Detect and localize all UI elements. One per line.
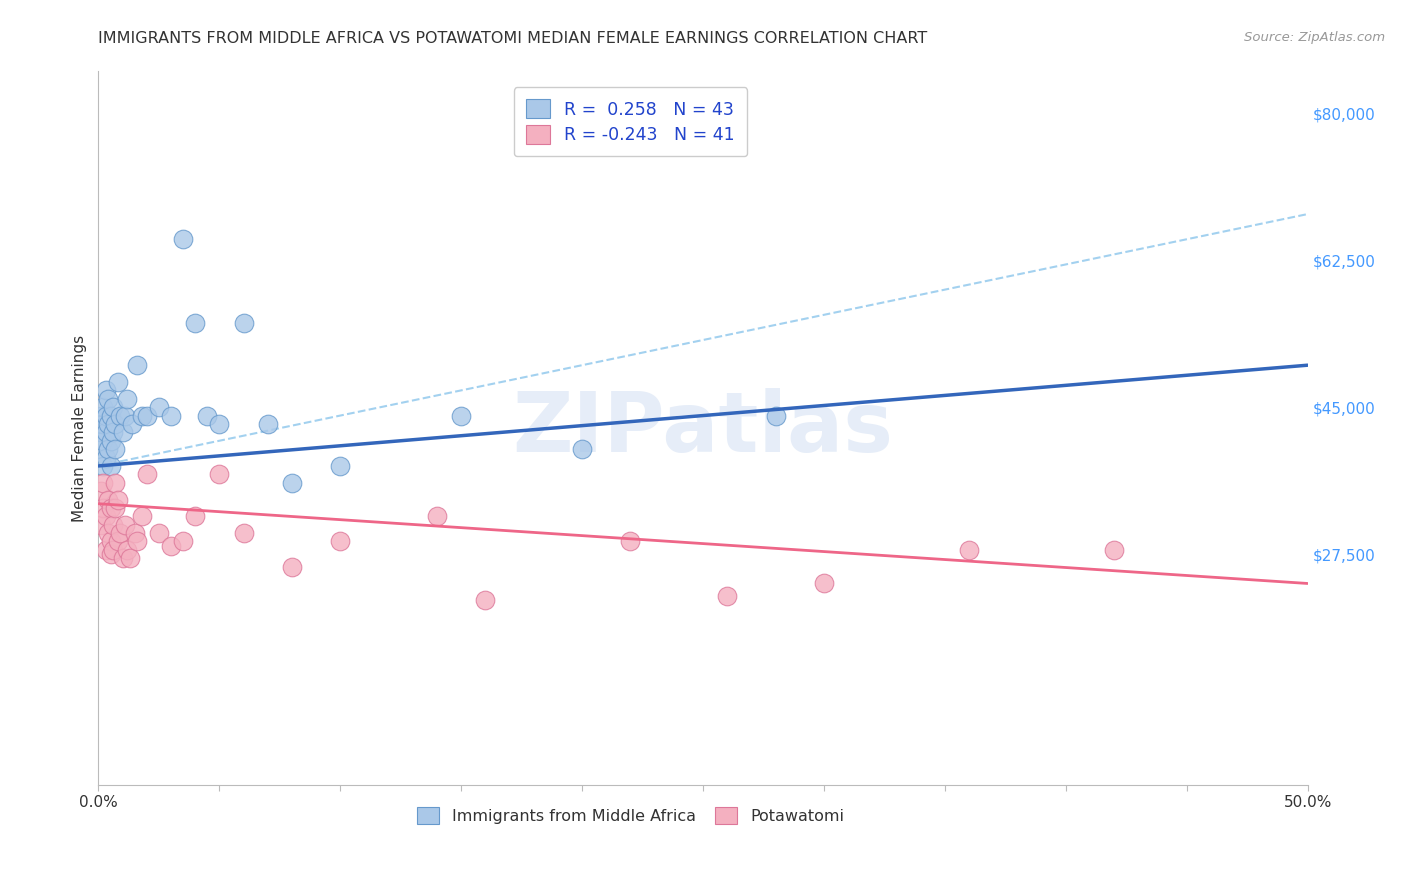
Point	[97, 526, 120, 541]
Point	[100, 409, 122, 423]
Text: Source: ZipAtlas.com: Source: ZipAtlas.com	[1244, 31, 1385, 45]
Point	[91, 458, 114, 473]
Point	[94, 425, 117, 440]
Point	[124, 526, 146, 541]
Point	[108, 526, 131, 541]
Point	[127, 358, 149, 372]
Point	[474, 593, 496, 607]
Point	[104, 475, 127, 490]
Point	[91, 417, 114, 431]
Point	[172, 232, 194, 246]
Point	[121, 417, 143, 431]
Point	[104, 442, 127, 457]
Point	[131, 409, 153, 423]
Point	[135, 409, 157, 423]
Point	[813, 576, 835, 591]
Point	[117, 392, 139, 406]
Point	[100, 500, 122, 515]
Point	[97, 417, 120, 431]
Point	[571, 442, 593, 457]
Point	[107, 534, 129, 549]
Point	[329, 534, 352, 549]
Point	[135, 467, 157, 482]
Point	[111, 425, 134, 440]
Point	[232, 526, 254, 541]
Point	[107, 375, 129, 389]
Y-axis label: Median Female Earnings: Median Female Earnings	[72, 334, 87, 522]
Point	[90, 409, 112, 423]
Point	[127, 534, 149, 549]
Point	[90, 484, 112, 499]
Point	[100, 434, 122, 448]
Point	[97, 492, 120, 507]
Point	[101, 425, 124, 440]
Point	[100, 458, 122, 473]
Point	[97, 442, 120, 457]
Point	[281, 559, 304, 574]
Point	[148, 400, 170, 414]
Point	[208, 417, 231, 431]
Point	[101, 400, 124, 414]
Point	[108, 409, 131, 423]
Point	[94, 450, 117, 465]
Text: ZIPatlas: ZIPatlas	[513, 388, 893, 468]
Point	[160, 539, 183, 553]
Point	[172, 534, 194, 549]
Point	[114, 409, 136, 423]
Point	[619, 534, 641, 549]
Point	[94, 542, 117, 557]
Point	[91, 475, 114, 490]
Point	[107, 492, 129, 507]
Point	[94, 384, 117, 398]
Point	[101, 542, 124, 557]
Point	[90, 442, 112, 457]
Point	[90, 517, 112, 532]
Point	[208, 467, 231, 482]
Point	[765, 409, 787, 423]
Point	[329, 458, 352, 473]
Point	[111, 551, 134, 566]
Point	[716, 589, 738, 603]
Point	[281, 475, 304, 490]
Text: IMMIGRANTS FROM MIDDLE AFRICA VS POTAWATOMI MEDIAN FEMALE EARNINGS CORRELATION C: IMMIGRANTS FROM MIDDLE AFRICA VS POTAWAT…	[98, 31, 928, 46]
Point	[101, 517, 124, 532]
Point	[104, 417, 127, 431]
Point	[100, 534, 122, 549]
Legend: Immigrants from Middle Africa, Potawatomi: Immigrants from Middle Africa, Potawatom…	[405, 796, 855, 836]
Point	[91, 400, 114, 414]
Point	[450, 409, 472, 423]
Point	[426, 509, 449, 524]
Point	[91, 500, 114, 515]
Point	[91, 434, 114, 448]
Point	[117, 542, 139, 557]
Point	[148, 526, 170, 541]
Point	[232, 316, 254, 330]
Point	[104, 500, 127, 515]
Point	[184, 509, 207, 524]
Point	[184, 316, 207, 330]
Point	[114, 517, 136, 532]
Point	[94, 509, 117, 524]
Point	[118, 551, 141, 566]
Point	[256, 417, 278, 431]
Point	[160, 409, 183, 423]
Point	[195, 409, 218, 423]
Point	[1102, 542, 1125, 557]
Point	[100, 547, 122, 561]
Point	[97, 392, 120, 406]
Point	[957, 542, 980, 557]
Point	[94, 409, 117, 423]
Point	[131, 509, 153, 524]
Point	[90, 425, 112, 440]
